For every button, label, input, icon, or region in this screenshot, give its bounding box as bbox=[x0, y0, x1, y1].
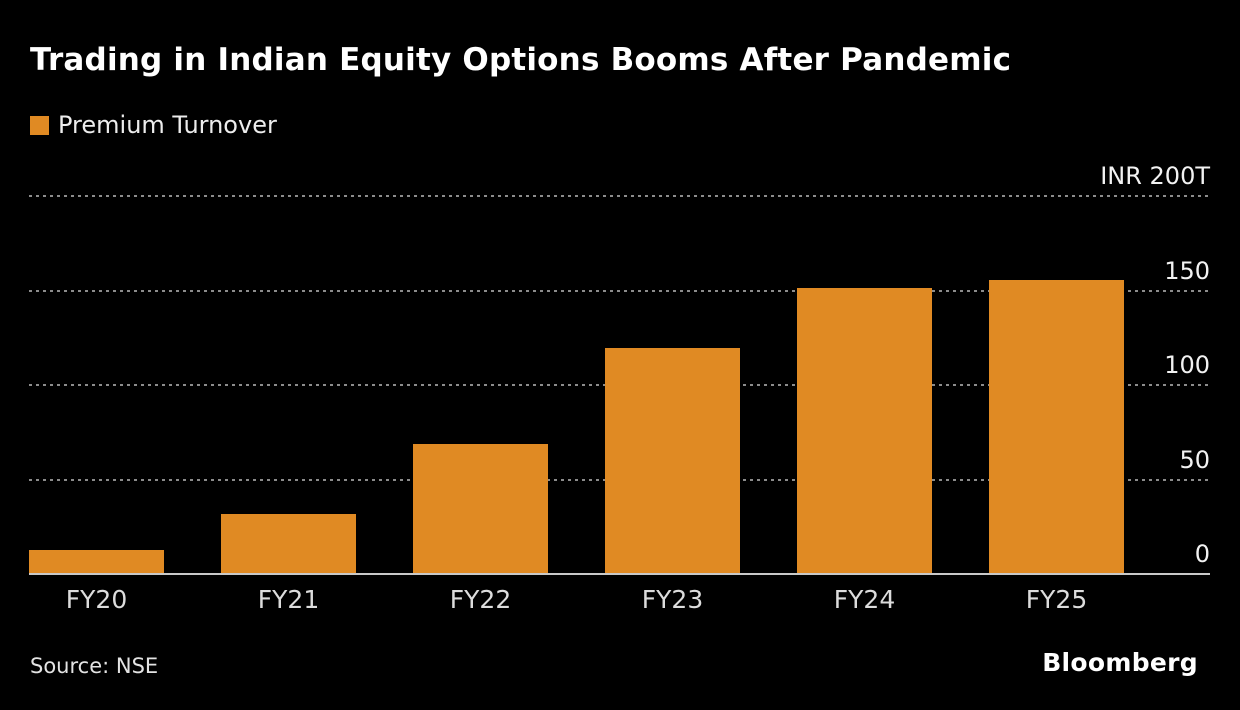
x-axis-line bbox=[29, 573, 1210, 575]
gridline-200 bbox=[29, 195, 1210, 197]
y-tick-label-50: 50 bbox=[1179, 446, 1210, 474]
bar-fy20 bbox=[29, 550, 164, 573]
y-tick-label-0: 0 bbox=[1194, 540, 1210, 568]
bar-fy25 bbox=[989, 280, 1124, 573]
x-tick-label-fy21: FY21 bbox=[257, 585, 320, 614]
x-tick-label-fy20: FY20 bbox=[65, 585, 128, 614]
y-tick-label-200: INR 200T bbox=[1100, 162, 1210, 190]
x-tick-label-fy23: FY23 bbox=[641, 585, 704, 614]
bar-fy22 bbox=[413, 444, 548, 573]
x-tick-label-fy25: FY25 bbox=[1025, 585, 1088, 614]
gridline-150 bbox=[29, 290, 1210, 292]
x-tick-label-fy24: FY24 bbox=[833, 585, 896, 614]
y-tick-label-150: 150 bbox=[1164, 257, 1210, 285]
legend-label: Premium Turnover bbox=[58, 111, 277, 139]
source-label: Source: NSE bbox=[30, 654, 159, 678]
bloomberg-logo: Bloomberg bbox=[1042, 648, 1198, 677]
bar-fy23 bbox=[605, 348, 740, 573]
x-tick-label-fy22: FY22 bbox=[449, 585, 512, 614]
bar-fy21 bbox=[221, 514, 356, 573]
legend: Premium Turnover bbox=[30, 111, 277, 139]
chart-title: Trading in Indian Equity Options Booms A… bbox=[30, 42, 1012, 78]
y-tick-label-100: 100 bbox=[1164, 351, 1210, 379]
legend-swatch-icon bbox=[30, 115, 49, 135]
bar-fy24 bbox=[797, 287, 932, 573]
